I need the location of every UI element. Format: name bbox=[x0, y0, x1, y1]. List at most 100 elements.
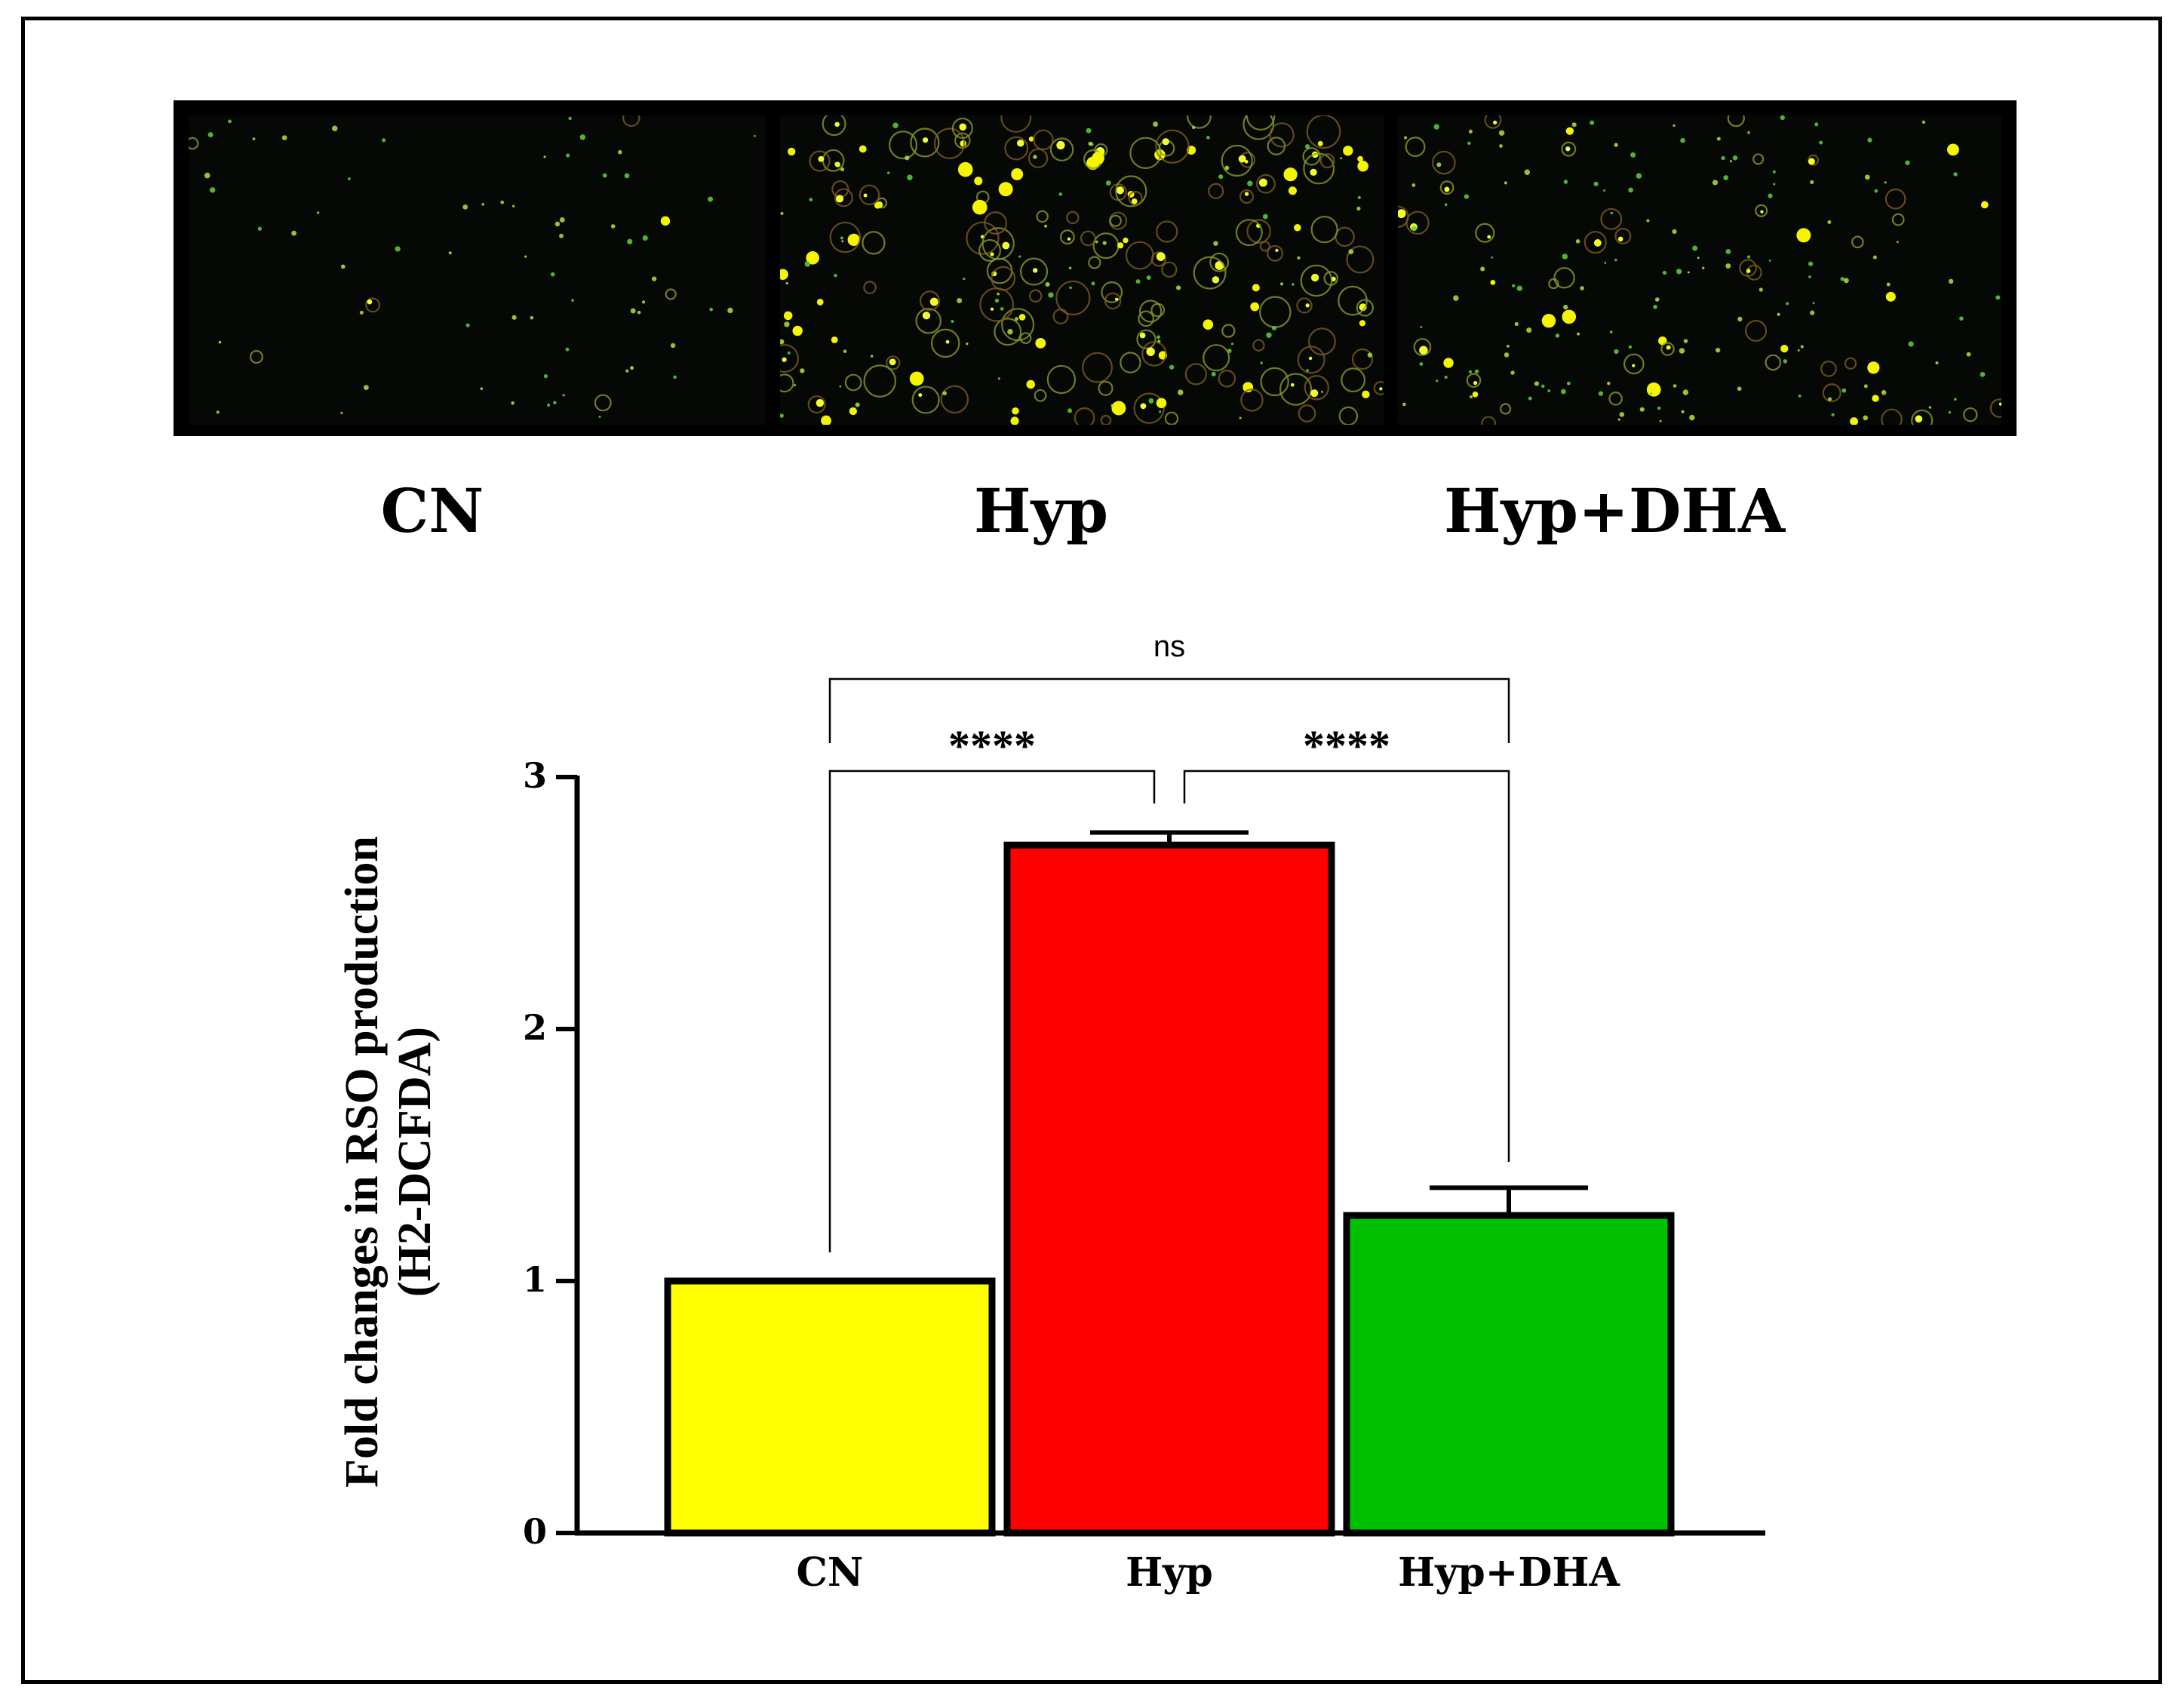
cell-spot bbox=[1305, 303, 1310, 308]
cell-dot bbox=[395, 246, 401, 252]
cell-ring bbox=[966, 221, 1000, 255]
cell-dot bbox=[1411, 183, 1416, 187]
cell-ring bbox=[889, 131, 918, 160]
cell-dot bbox=[1593, 181, 1599, 186]
cell-dot bbox=[1780, 115, 1785, 121]
cell-spot bbox=[1258, 178, 1267, 187]
cell-dot bbox=[602, 173, 607, 178]
cell-dot bbox=[218, 340, 222, 344]
cell-dot bbox=[1044, 224, 1048, 228]
y-axis-label: Fold changes in RSO production (H2-DCFDA) bbox=[336, 836, 441, 1488]
cell-ring bbox=[1310, 216, 1338, 244]
cell-dot bbox=[1614, 258, 1617, 262]
cell-dot bbox=[624, 173, 630, 179]
cell-ring bbox=[1101, 281, 1123, 303]
cell-dot bbox=[1292, 283, 1295, 286]
cell-dot bbox=[559, 217, 565, 223]
cell-dot bbox=[1444, 375, 1448, 379]
cell-dot bbox=[1810, 180, 1814, 185]
cell-dot bbox=[1797, 349, 1800, 352]
cell-dot bbox=[641, 300, 646, 304]
cell-ring bbox=[1583, 231, 1607, 254]
cell-ring bbox=[919, 290, 940, 312]
cell-dot bbox=[511, 204, 515, 207]
cell-spot bbox=[1156, 252, 1166, 261]
cell-bright bbox=[1796, 228, 1811, 243]
cell-dot bbox=[1469, 395, 1473, 399]
cell-ring bbox=[1243, 115, 1275, 140]
cell-bright bbox=[1867, 361, 1880, 374]
cell-dot bbox=[1604, 261, 1607, 264]
cell-dot bbox=[1433, 124, 1439, 130]
cell-dot bbox=[1110, 404, 1114, 407]
cell-ring bbox=[1298, 404, 1316, 422]
cell-dot bbox=[1157, 335, 1160, 339]
cell-bright bbox=[1947, 143, 1959, 156]
cell-dot bbox=[511, 401, 515, 405]
cell-ring bbox=[1341, 367, 1366, 393]
cell-spot bbox=[1212, 276, 1220, 284]
cell-dot bbox=[1067, 408, 1073, 413]
cell-dot bbox=[1340, 157, 1343, 160]
cell-spot bbox=[1915, 415, 1923, 423]
cell-spot bbox=[1565, 146, 1571, 152]
cell-ring bbox=[1307, 327, 1336, 356]
cell-ring bbox=[1164, 411, 1179, 425]
cell-ring bbox=[822, 115, 846, 137]
cell-ring bbox=[1989, 398, 2001, 418]
cell-bright bbox=[1343, 146, 1353, 156]
cell-dot bbox=[1560, 389, 1566, 395]
cell-bright bbox=[1872, 395, 1879, 402]
cell-ring bbox=[1267, 244, 1283, 262]
cell-ring bbox=[189, 137, 199, 150]
cell-dot bbox=[1928, 406, 1932, 409]
cell-dot bbox=[340, 264, 346, 269]
cell-dot bbox=[1863, 415, 1869, 421]
cell-dot bbox=[1280, 282, 1284, 286]
cell-spot bbox=[863, 193, 868, 198]
cell-dot bbox=[1367, 352, 1373, 358]
cell-dot bbox=[1033, 155, 1037, 159]
cell-ring bbox=[1259, 241, 1270, 252]
cell-dot bbox=[627, 238, 633, 244]
significance-label: **** bbox=[1303, 721, 1390, 770]
cell-dot bbox=[1148, 398, 1154, 404]
cell-dot bbox=[1831, 413, 1835, 416]
cell-dot bbox=[1153, 121, 1158, 127]
cell-ring bbox=[1296, 297, 1313, 314]
cell-bright bbox=[1565, 127, 1574, 135]
cell-dot bbox=[997, 377, 1000, 380]
cell-dot bbox=[1628, 187, 1633, 193]
cell-dot bbox=[1697, 257, 1700, 260]
cell-bright bbox=[1317, 140, 1323, 146]
cell-ring bbox=[1036, 210, 1049, 223]
cell-dot bbox=[1679, 348, 1685, 354]
cell-dot bbox=[257, 226, 262, 231]
cell-bright bbox=[1294, 223, 1301, 232]
bar-cn bbox=[664, 1277, 996, 1537]
cell-dot bbox=[1516, 285, 1523, 291]
cell-ring bbox=[1218, 370, 1236, 388]
cell-ring bbox=[1881, 408, 1903, 425]
cell-dot bbox=[1908, 341, 1914, 347]
cell-dot bbox=[1176, 285, 1181, 290]
cell-ring bbox=[1019, 332, 1032, 344]
cell-spot bbox=[918, 393, 923, 398]
cell-spot bbox=[1238, 155, 1246, 163]
cell-dot bbox=[1213, 241, 1218, 246]
cell-ring bbox=[1208, 183, 1224, 199]
bracket-line bbox=[828, 677, 1510, 743]
cell-dot bbox=[1524, 169, 1531, 175]
cell-dot bbox=[1230, 343, 1234, 346]
cell-bright bbox=[1283, 167, 1298, 182]
cell-bright bbox=[660, 216, 671, 226]
cell-dot bbox=[1650, 392, 1653, 395]
cell-dot bbox=[209, 187, 216, 193]
cell-spot bbox=[1290, 382, 1295, 387]
cell-dot bbox=[1610, 211, 1614, 215]
cell-ring bbox=[1481, 416, 1497, 425]
cell-dot bbox=[1840, 276, 1845, 281]
cell-dot bbox=[784, 321, 790, 327]
significance-bracket: ns bbox=[828, 630, 1510, 743]
cell-dot bbox=[1966, 352, 1971, 357]
